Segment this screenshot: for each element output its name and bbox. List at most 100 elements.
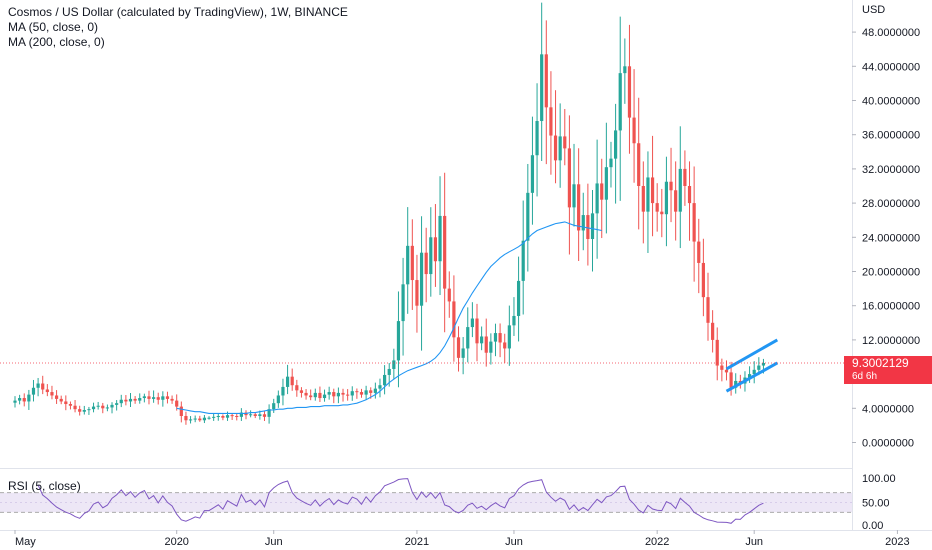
candle-body [253,414,257,416]
candle-body [438,215,442,262]
candle-body [429,237,433,275]
candle-body [729,372,733,388]
candle-body [336,392,340,397]
current-price-tag: 9.3002129 6d 6h [844,356,932,384]
price-tick-label: 32.0000000 [862,164,920,176]
candle-body [202,417,207,421]
candle-body [664,181,669,215]
time-tick-label: 2023 [885,536,909,548]
candle-body [701,262,705,298]
candle-body [119,399,123,404]
price-unit-label[interactable]: USD [862,4,886,16]
candle-body [36,383,40,388]
candle-body [683,168,687,186]
candle-body [165,396,170,399]
candle-body [757,365,761,370]
candle-body [475,318,479,344]
candle-body [369,390,373,393]
candle-body [595,183,599,214]
candle-body [687,186,692,204]
price-tick-label: 40.0000000 [862,96,920,108]
candle-body [406,245,410,285]
candle-body [544,54,548,108]
candle-body [387,368,391,375]
candle-body [503,342,507,349]
time-tick-label: Jun [745,536,763,548]
candle-body [433,237,438,262]
candle-body [64,401,68,405]
candle-body [466,327,470,349]
candle-body [586,215,590,240]
candle-body [299,390,304,393]
candle-body [45,389,49,393]
candle-body [207,417,211,419]
candle-body [373,388,377,393]
candle-body [632,117,636,144]
candle-body [558,136,562,161]
candle-body [258,414,262,416]
rsi-legend[interactable]: RSI (5, close) [8,479,81,493]
candle-body [489,341,493,353]
candle-body [535,121,539,156]
candle-body [521,240,525,281]
candle-body [609,158,613,168]
candle-body [646,177,650,212]
ma50-legend[interactable]: MA (50, close, 0) [8,20,99,34]
candle-body [706,297,710,323]
candle-body [50,392,54,396]
candle-body [549,107,553,136]
candle-body [133,398,137,401]
candle-body [660,211,664,215]
candle-body [322,394,327,399]
candle-body [170,398,174,401]
candle-body [152,397,156,399]
candle-body [161,396,165,400]
candle-body [267,409,271,417]
candle-body [101,405,105,409]
candle-body [577,184,581,231]
candle-body [59,398,63,402]
candle-body [618,73,622,131]
candle-body [692,203,696,242]
candle-body [225,415,230,418]
candle-body [678,168,682,212]
candle-body [313,392,317,398]
candle-body [572,184,576,208]
candle-body [193,418,197,420]
time-tick-label: Jun [505,536,523,548]
current-price-label: 9.3002129 [852,356,909,370]
candle-body [142,396,146,399]
candle-body [309,395,313,398]
candle-body [272,403,276,410]
candle-body [752,369,756,375]
candle-body [419,252,424,306]
ma200-legend[interactable]: MA (200, close, 0) [8,35,105,49]
time-tick-label: 2022 [645,536,669,548]
candle-body [507,325,511,349]
candle-body [18,398,22,401]
candle-body [604,167,608,200]
candle-body [747,374,752,378]
symbol-title[interactable]: Cosmos / US Dollar (calculated by Tradin… [8,5,348,19]
candle-body [31,387,36,395]
candle-body [530,155,535,193]
candle-body [276,395,280,404]
channel-lower-line [725,361,779,393]
candle-body [512,315,516,326]
candle-body [87,409,91,411]
rsi-tick-label: 50.00 [862,498,890,510]
candle-body [249,414,253,416]
price-tick-label: 24.0000000 [862,232,920,244]
candle-body [285,376,290,387]
candle-body [655,203,659,212]
candle-body [526,192,530,241]
candle-body [115,403,119,405]
candle-body [147,396,151,399]
candle-body [600,183,604,200]
candle-body [674,190,678,212]
candle-body [128,398,133,402]
candle-body [553,135,558,161]
candle-body [470,318,474,328]
time-tick-label: 2020 [164,536,188,548]
